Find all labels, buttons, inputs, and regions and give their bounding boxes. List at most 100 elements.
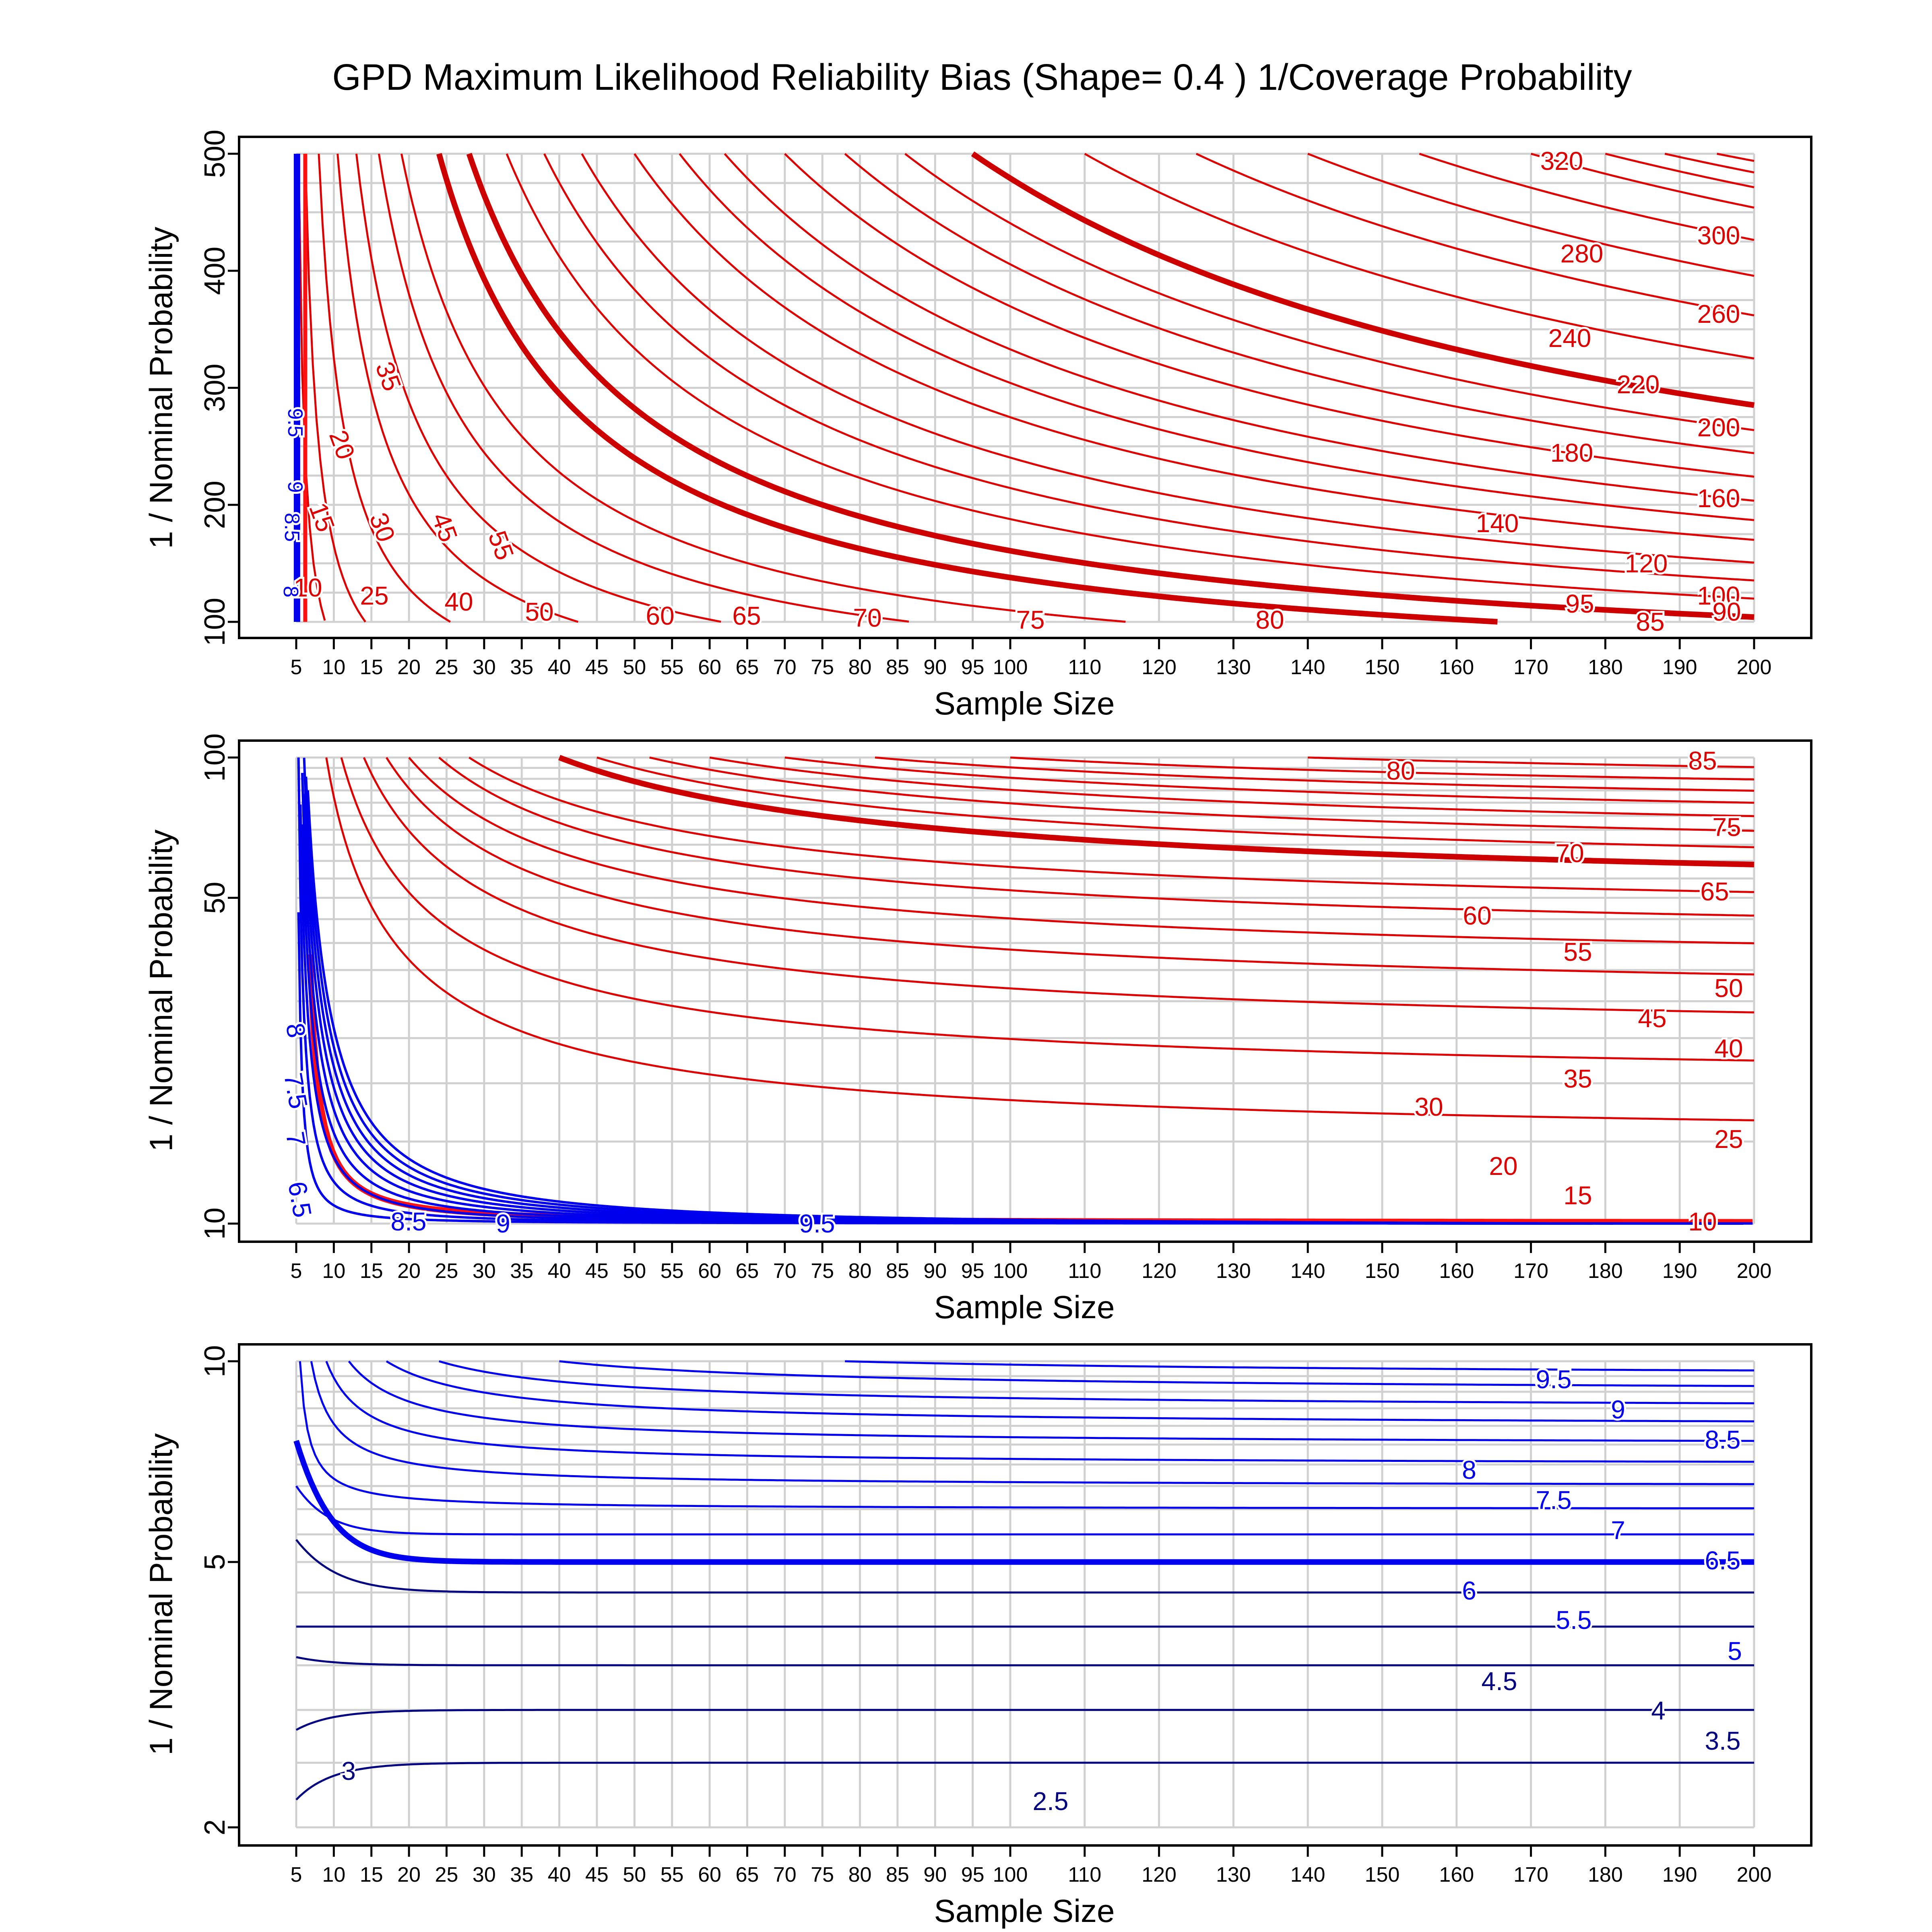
x-tick-label: 120 (1141, 1259, 1177, 1283)
y-tick-label: 100 (199, 733, 231, 782)
contour-label: 320 (1540, 147, 1583, 175)
contour-line (438, 757, 1754, 917)
contour-label: 75 (1016, 605, 1044, 634)
contour-line (1307, 153, 1754, 277)
contour-line (400, 153, 1126, 623)
contour-line (295, 1539, 1754, 1593)
x-tick-label: 45 (585, 656, 609, 679)
contour-label: 35 (370, 358, 407, 395)
contour-label: 8.5 (280, 513, 303, 542)
contour-line (295, 1709, 1754, 1731)
x-axis: 5 10 15 20 25 30 35 40 45 50 55 60 65 70 75 80 85 90 95 100… (291, 1845, 1771, 1929)
x-tick-label: 50 (623, 656, 646, 679)
contour-line (295, 1761, 1754, 1801)
contour-line (297, 153, 326, 621)
x-tick-label: 80 (848, 656, 872, 679)
panel-3: 5 10 15 20 25 30 35 40 45 50 55 60 65 70 75 80 85 90 95 100… (143, 1343, 1812, 1929)
x-tick-label: 130 (1216, 1259, 1251, 1283)
contours (293, 1360, 1754, 1801)
contour-line (348, 1360, 1754, 1442)
contour-label: 8.5 (1705, 1425, 1741, 1454)
contour-line (307, 954, 1753, 1225)
x-tick-label: 140 (1290, 1863, 1325, 1887)
contour-line (386, 1360, 1754, 1422)
contour-line (1419, 153, 1754, 241)
x-tick-label: 80 (848, 1259, 872, 1283)
x-tick-label: 30 (473, 1259, 496, 1283)
plot-frame (238, 739, 1812, 1243)
y-tick-label: 100 (199, 598, 231, 646)
y-axis-label: 1 / Nominal Probability (143, 227, 179, 549)
x-tick-label: 180 (1588, 1259, 1623, 1283)
x-tick-label: 85 (886, 1863, 909, 1887)
x-tick-label: 10 (322, 1863, 345, 1887)
grid (295, 1360, 1755, 1829)
y-tick-label: 10 (199, 1345, 231, 1377)
y-axis: 100 200 300 400 500 1 / Nominal Probability (143, 130, 239, 646)
contour-label: 240 (1548, 324, 1591, 353)
x-tick-label: 90 (923, 656, 947, 679)
contour-line (310, 1361, 1754, 1485)
x-tick-label: 110 (1068, 656, 1101, 679)
contour-line (318, 153, 451, 623)
x-axis-label: Sample Size (934, 1893, 1115, 1929)
x-tick-label: 55 (661, 1863, 684, 1887)
contour-line (679, 153, 1754, 521)
y-tick-label: 5 (199, 1554, 231, 1570)
y-tick-label: 400 (199, 247, 231, 295)
contour-labels: 9.5 9 8.5 8 7.5 7 6.5 6 5.5 5 4.5 4 3.5 3 2.5 (339, 1363, 1744, 1818)
contour-line (436, 153, 1498, 625)
x-tick-label: 30 (473, 656, 496, 679)
contour-label: 40 (444, 587, 473, 616)
x-tick-label: 100 (993, 1863, 1028, 1887)
contour-label: 60 (646, 601, 674, 630)
contour-label: 80 (1255, 605, 1284, 634)
contour-line (295, 1485, 1754, 1536)
x-tick-label: 20 (397, 1259, 421, 1283)
contour-label: 140 (1476, 509, 1519, 538)
x-tick-label: 100 (993, 1259, 1028, 1283)
contour-label: 5.5 (1556, 1606, 1592, 1635)
x-tick-label: 160 (1439, 656, 1474, 679)
contour-line (299, 1361, 1754, 1509)
contour-label: 70 (853, 603, 881, 632)
contour-label: 280 (1560, 239, 1604, 268)
x-tick-label: 90 (923, 1259, 947, 1283)
x-tick-label: 190 (1662, 1863, 1697, 1887)
contour-label: 95 (1565, 589, 1594, 618)
contour-line (306, 790, 1613, 1225)
contour-line (1195, 153, 1754, 316)
contour-line (1664, 153, 1754, 173)
x-tick-label: 190 (1662, 656, 1697, 679)
contour-line (558, 755, 1754, 867)
contour-label: 65 (732, 601, 761, 630)
x-tick-label: 65 (735, 1863, 759, 1887)
contour-label: 15 (1563, 1181, 1592, 1210)
contour-line (325, 1361, 1754, 1463)
contour-label: 220 (1617, 370, 1660, 399)
contour-label: 55 (1563, 937, 1592, 966)
contour-label: 50 (525, 597, 553, 626)
x-tick-label: 40 (548, 1259, 571, 1283)
x-tick-label: 70 (773, 1259, 797, 1283)
contour-label: 6.5 (1705, 1546, 1741, 1575)
panel-1: 5 10 15 20 25 30 35 40 45 50 55 60 65 70 75 80 85 90 95 100… (143, 130, 1812, 721)
contour-line (1084, 153, 1754, 360)
x-tick-label: 50 (623, 1259, 646, 1283)
x-tick-label: 180 (1588, 1863, 1623, 1887)
x-tick-label: 35 (510, 656, 533, 679)
contour-line (297, 758, 1744, 1225)
x-tick-label: 15 (360, 1259, 383, 1283)
contour-label: 9 (496, 1209, 510, 1238)
contour-label: 120 (1625, 549, 1668, 578)
contour-line (1308, 756, 1754, 768)
contour-line (355, 153, 721, 623)
contour-label: 7.5 (1536, 1486, 1572, 1515)
contour-line (301, 773, 1543, 1225)
x-tick-label: 130 (1216, 656, 1251, 679)
contour-label: 9.5 (283, 408, 307, 437)
contour-label: 25 (360, 581, 388, 610)
contour-label: 9.5 (1536, 1365, 1572, 1394)
x-tick-label: 25 (435, 1863, 458, 1887)
contour-label: 30 (1414, 1092, 1443, 1121)
